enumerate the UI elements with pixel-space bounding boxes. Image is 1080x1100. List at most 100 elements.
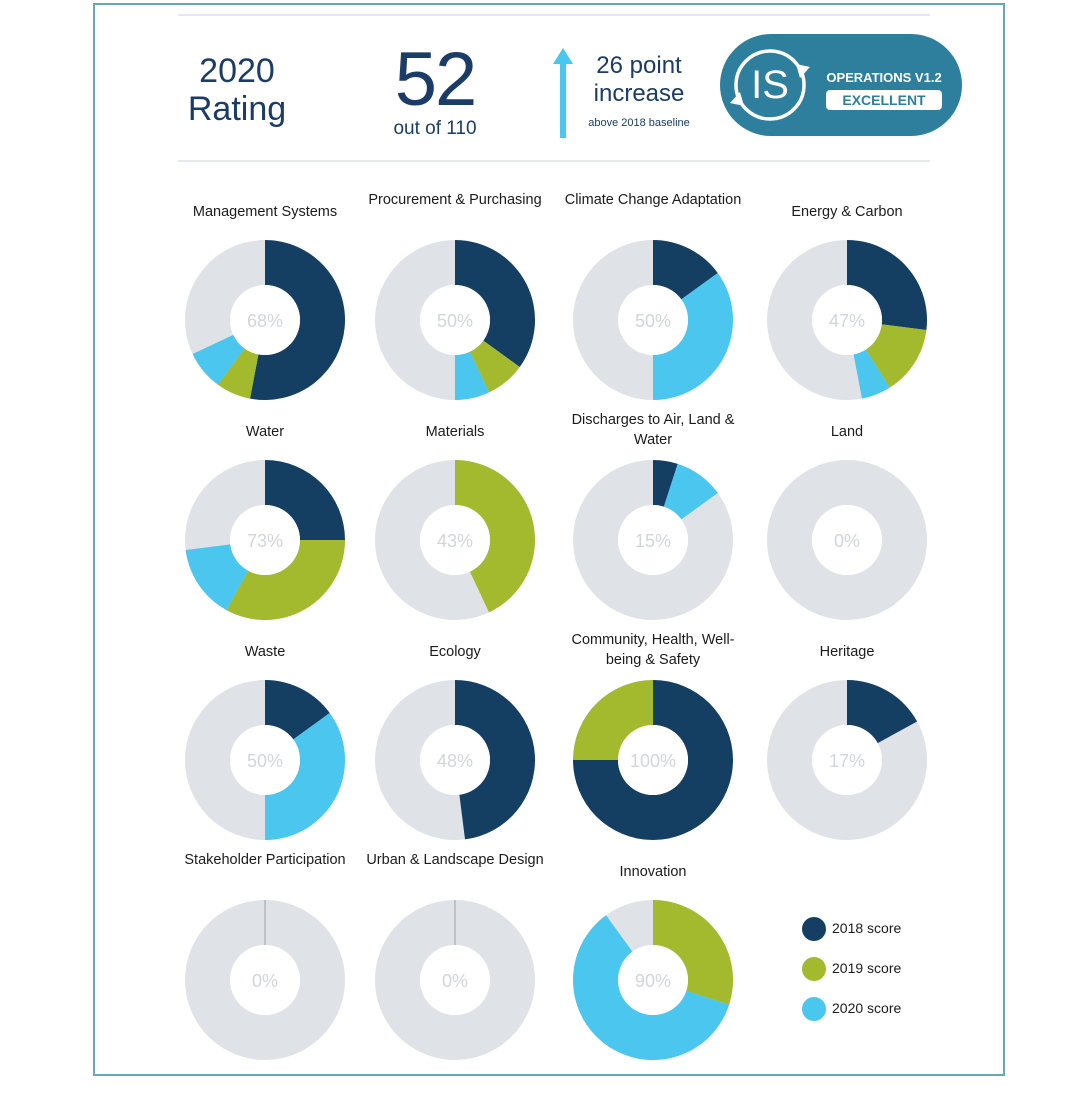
donut-segment-2018-score — [653, 240, 718, 300]
donut-center-label: 73% — [247, 531, 283, 551]
total-score: 52 — [394, 37, 478, 122]
donut-hole — [812, 285, 882, 355]
donut-segment-2020-score — [653, 272, 733, 400]
donut-segment-2018-score — [265, 680, 330, 740]
donut-center-label: 100% — [630, 751, 676, 771]
chart-title: Materials — [425, 424, 485, 440]
legend: 2018 score 2019 score 2020 score — [802, 915, 942, 1035]
donut-remainder — [767, 460, 928, 620]
donut-chart-heritage: Heritage 17% — [757, 630, 937, 880]
chart-title: Management Systems — [192, 204, 338, 220]
donut-chart-ecology: Ecology 48% — [365, 630, 545, 880]
donut-svg: 48% — [375, 680, 536, 840]
legend-label-2018: 2018 score — [832, 920, 902, 936]
legend-label-2020: 2020 score — [832, 1000, 902, 1016]
donut-remainder — [375, 900, 536, 1060]
donut-center-label: 0% — [442, 971, 468, 991]
donut-hole — [230, 285, 300, 355]
donut-hole — [618, 945, 688, 1015]
donut-hole — [812, 505, 882, 575]
chart-title: Procurement & Purchasing — [368, 192, 542, 208]
donut-svg: 17% — [767, 680, 928, 840]
donut-center-label: 90% — [635, 971, 671, 991]
score-block: 52 out of 110 — [380, 37, 490, 139]
donut-segment-2020-score — [853, 349, 890, 399]
donut-hole — [618, 285, 688, 355]
increase-points: 26 point — [596, 52, 682, 79]
donut-segment-2019-score — [865, 324, 927, 388]
score-out-of: out of 110 — [393, 118, 477, 139]
donut-svg: 0% — [375, 900, 536, 1060]
donut-segment-2020-score — [192, 334, 245, 385]
donut-hole — [230, 945, 300, 1015]
donut-center-label: 15% — [635, 531, 671, 551]
chart-title: Energy & Carbon — [791, 204, 903, 220]
badge-level: EXCELLENT — [842, 92, 926, 108]
donut-segment-2020-score — [573, 915, 730, 1060]
donut-chart-stakeholder-participation: Stakeholder Participation 0% — [175, 850, 355, 1100]
donut-segment-2020-score — [185, 544, 249, 611]
donut-segment-2018-score — [573, 680, 733, 840]
donut-segment-2018-score — [250, 240, 346, 400]
donut-chart-waste: Waste 50% — [175, 630, 355, 880]
donut-svg: 73% — [185, 460, 346, 620]
donut-chart-urban-and-landscape-design: Urban & Landscape Design 0% — [365, 850, 545, 1100]
donut-hole — [420, 505, 490, 575]
up-arrow-icon — [553, 48, 573, 138]
donut-svg: 50% — [375, 240, 536, 400]
donut-svg: 47% — [767, 240, 928, 400]
donut-chart-community-health-well-being-and-safety: Community, Health, Well-being & Safety 10… — [563, 630, 743, 880]
legend-item-2020: 2020 score — [802, 995, 942, 1035]
donut-segment-2019-score — [653, 900, 733, 1005]
donut-svg: 0% — [767, 460, 928, 620]
chart-title: Stakeholder Participation — [184, 852, 346, 868]
header-divider — [178, 160, 930, 162]
is-rating-badge: IS OPERATIONS V1.2 EXCELLENT — [720, 34, 962, 136]
donut-hole — [420, 285, 490, 355]
donut-center-label: 48% — [437, 751, 473, 771]
rating-label: Rating — [187, 90, 287, 128]
donut-center-label: 0% — [252, 971, 278, 991]
donut-center-label: 47% — [829, 311, 865, 331]
legend-item-2019: 2019 score — [802, 955, 942, 995]
chart-title: Ecology — [429, 644, 481, 660]
donut-hole — [812, 725, 882, 795]
chart-title: Innovation — [619, 864, 687, 880]
donut-remainder — [185, 900, 346, 1060]
donut-svg: 68% — [185, 240, 346, 400]
donut-center-label: 50% — [247, 751, 283, 771]
donut-center-label: 50% — [437, 311, 473, 331]
badge-scheme: OPERATIONS V1.2 — [826, 70, 941, 85]
chart-title: Heritage — [819, 644, 875, 660]
donut-center-label: 0% — [834, 531, 860, 551]
donut-segment-2020-score — [265, 712, 345, 840]
legend-swatch-2020 — [802, 997, 826, 1021]
donut-hole — [230, 725, 300, 795]
refresh-cycle-icon — [734, 49, 806, 121]
badge-level-pill — [826, 90, 942, 110]
donut-chart-materials: Materials 43% — [365, 410, 545, 660]
donut-segment-2020-score — [455, 351, 490, 400]
donut-svg: 50% — [185, 680, 346, 840]
legend-label-2019: 2019 score — [832, 960, 902, 976]
infographic-frame — [93, 3, 1005, 1076]
donut-chart-management-systems: Management Systems 68% — [175, 190, 355, 440]
donut-hole — [230, 505, 300, 575]
donut-center-label: 68% — [247, 311, 283, 331]
donut-svg: 15% — [573, 460, 734, 620]
donut-svg: 43% — [375, 460, 536, 620]
donut-chart-innovation: Innovation 90% — [563, 850, 743, 1100]
donut-chart-water: Water 73% — [175, 410, 355, 660]
chart-title: Urban & Landscape Design — [366, 852, 544, 868]
donut-svg: 90% — [573, 900, 734, 1060]
donut-segment-2018-score — [265, 460, 345, 540]
rating-year: 2020 — [199, 52, 275, 90]
chart-title: Discharges to Air, Land & Water — [571, 412, 735, 448]
donut-chart-climate-change-adaptation: Climate Change Adaptation 50% — [563, 190, 743, 440]
donut-hole — [618, 725, 688, 795]
donut-svg: 50% — [573, 240, 734, 400]
increase-word: increase — [593, 80, 685, 107]
donut-segment-2019-score — [573, 680, 653, 760]
increase-block: 26 point increase above 2018 baseline — [572, 52, 706, 134]
donut-segment-2019-score — [226, 540, 345, 620]
